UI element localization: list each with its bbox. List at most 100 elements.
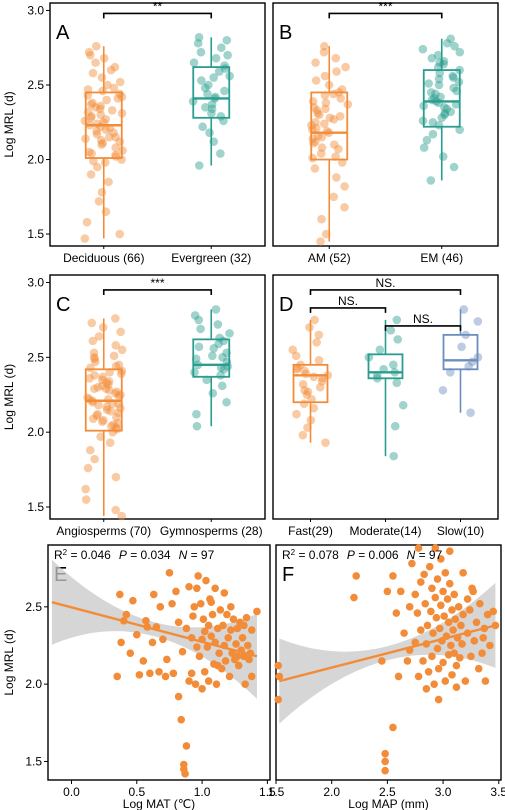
data-point [223,50,232,60]
data-point [201,103,210,112]
stat-p-label: P [119,548,127,562]
data-point [352,572,360,580]
data-point [413,609,422,617]
y-tick-label: 2.5 [25,600,42,614]
data-point [474,664,483,673]
data-point [292,409,301,419]
data-point [211,92,220,102]
data-point [101,114,111,124]
data-point [394,672,403,681]
panel-label: C [56,294,70,316]
data-point [308,97,318,106]
data-point [100,158,110,167]
stat-r2-label: R [54,548,63,562]
stat-r2-value: = 0.046 [67,548,111,562]
category-label: Deciduous (66) [63,251,144,265]
data-point [148,638,157,647]
data-point [101,384,111,394]
significance-label: *** [378,0,392,13]
data-point [174,692,183,701]
data-point [319,119,329,129]
data-point [459,610,467,619]
data-point [155,667,163,676]
data-point [437,601,445,610]
data-point [478,649,486,658]
data-point [275,672,284,681]
data-point [253,607,261,616]
data-point [102,402,112,412]
x-tick-label: 1.5 [259,785,276,799]
data-point [112,387,121,397]
data-point [215,333,224,343]
data-point [392,378,402,388]
data-point [191,680,200,688]
data-point [232,640,240,648]
stats-annotation: R2 = 0.046 P = 0.034 N = 97 [54,548,215,563]
data-point [446,34,455,44]
data-point [178,647,187,656]
data-point [331,53,341,63]
data-point [303,423,312,432]
data-point [458,640,466,648]
y-tick-label: 2.5 [27,78,44,92]
group-1: EM (46) [418,34,465,265]
category-label: Angiosperms (70) [56,524,151,538]
data-point [105,385,114,395]
y-tick-label: 3.0 [27,3,44,17]
data-point [81,495,91,504]
data-point [340,182,349,191]
data-point [194,572,202,580]
data-point [455,654,464,662]
data-point [90,370,99,380]
data-point [220,86,229,96]
data-point [172,587,180,596]
data-point [392,315,402,325]
data-point [315,110,324,120]
data-point [247,626,256,634]
data-point [325,113,335,123]
data-point [112,412,121,422]
significance-label: *** [150,276,164,290]
data-point [89,384,99,394]
data-point [129,596,137,605]
data-point [451,615,460,624]
data-point [429,629,437,637]
data-point [109,420,118,429]
data-point [97,73,107,82]
data-point [403,657,412,665]
data-point [83,463,93,473]
data-point [450,41,459,51]
panel-label: A [56,22,70,44]
data-point [89,353,99,362]
data-point [434,664,443,673]
data-point [135,671,144,679]
data-point [204,621,213,630]
data-point [298,379,308,389]
data-point [393,335,403,344]
data-point [311,137,320,146]
data-point [185,677,193,685]
y-tick-label: 2.0 [27,153,44,167]
box [292,363,329,404]
data-point [329,192,339,202]
data-point [408,559,416,568]
data-point [443,595,452,603]
data-point [298,430,308,440]
data-point [115,229,124,239]
data-point [200,83,210,93]
data-point [329,114,339,124]
data-point [192,409,201,419]
data-point [187,669,196,678]
data-point [332,173,341,182]
panel-d: D Fast(29) Moderate(14) Slow(10) NS. NS. NS. [272,274,499,538]
data-point [319,47,329,57]
data-point [189,58,199,67]
data-point [194,161,204,170]
data-point [92,162,102,172]
data-point [207,632,216,641]
data-point [433,50,443,60]
data-point [196,47,206,57]
data-point [205,128,214,137]
data-point [439,587,447,596]
